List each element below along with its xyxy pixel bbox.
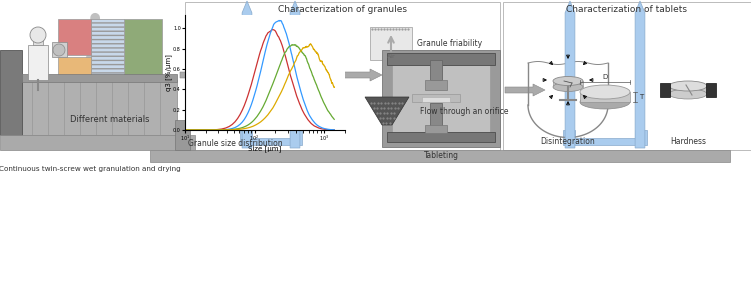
- Polygon shape: [635, 1, 645, 148]
- Bar: [553, 81, 583, 87]
- Bar: [430, 103, 442, 129]
- Bar: [425, 80, 447, 90]
- Polygon shape: [563, 130, 647, 145]
- Bar: [22, 74, 177, 82]
- Text: Characterization of granules: Characterization of granules: [278, 5, 407, 15]
- Ellipse shape: [669, 89, 707, 99]
- Text: Characterization of tablets: Characterization of tablets: [566, 5, 687, 15]
- Text: Granule size distribution: Granule size distribution: [188, 139, 282, 149]
- Text: Tableting: Tableting: [424, 150, 459, 160]
- Text: Different materials: Different materials: [71, 114, 149, 124]
- Bar: [430, 60, 442, 80]
- Bar: [580, 92, 630, 102]
- Bar: [0, 50, 22, 135]
- Polygon shape: [565, 1, 575, 148]
- Bar: [387, 53, 495, 65]
- Ellipse shape: [553, 82, 583, 92]
- Text: Air: Air: [387, 53, 395, 59]
- Text: Continuous twin-screw wet granulation and drying: Continuous twin-screw wet granulation an…: [0, 166, 181, 172]
- Y-axis label: q3 [%/μm]: q3 [%/μm]: [165, 54, 172, 91]
- Polygon shape: [340, 69, 382, 81]
- Polygon shape: [242, 1, 252, 148]
- Circle shape: [30, 27, 46, 43]
- Bar: [370, 27, 412, 60]
- Text: Hardness: Hardness: [670, 138, 706, 146]
- Bar: [0, 135, 195, 150]
- Bar: [58, 57, 91, 84]
- Polygon shape: [365, 97, 409, 125]
- Bar: [22, 80, 177, 135]
- Bar: [392, 60, 490, 137]
- Ellipse shape: [580, 85, 630, 99]
- Text: T: T: [639, 94, 643, 100]
- Bar: [706, 83, 716, 97]
- Bar: [382, 50, 500, 147]
- Bar: [503, 2, 751, 150]
- Bar: [124, 19, 162, 109]
- Ellipse shape: [580, 95, 630, 109]
- FancyArrowPatch shape: [40, 18, 95, 119]
- Polygon shape: [505, 84, 545, 96]
- Bar: [175, 120, 190, 150]
- Bar: [91, 19, 124, 109]
- Bar: [91, 93, 124, 109]
- Bar: [185, 2, 500, 150]
- Polygon shape: [215, 45, 295, 87]
- Bar: [669, 86, 707, 94]
- Bar: [33, 35, 43, 45]
- Bar: [58, 84, 91, 109]
- Polygon shape: [240, 130, 302, 145]
- Text: Flow through an orifice: Flow through an orifice: [420, 106, 508, 116]
- Bar: [295, 53, 327, 85]
- Bar: [52, 42, 67, 57]
- Polygon shape: [180, 69, 215, 81]
- Bar: [425, 125, 447, 133]
- Text: Granule friability: Granule friability: [417, 39, 482, 48]
- Bar: [387, 132, 495, 142]
- Bar: [412, 94, 460, 102]
- Text: Sieving and addition of
tableting excipients: Sieving and addition of tableting excipi…: [219, 88, 301, 102]
- Bar: [422, 97, 450, 102]
- Circle shape: [53, 44, 65, 56]
- Bar: [28, 45, 48, 80]
- Polygon shape: [290, 1, 300, 148]
- Bar: [660, 83, 670, 97]
- Text: D: D: [602, 74, 608, 80]
- Bar: [150, 150, 730, 162]
- X-axis label: Size [μm]: Size [μm]: [249, 145, 282, 152]
- Text: Disintegration: Disintegration: [541, 138, 596, 146]
- Ellipse shape: [669, 81, 707, 91]
- Bar: [58, 19, 91, 55]
- Ellipse shape: [553, 77, 583, 85]
